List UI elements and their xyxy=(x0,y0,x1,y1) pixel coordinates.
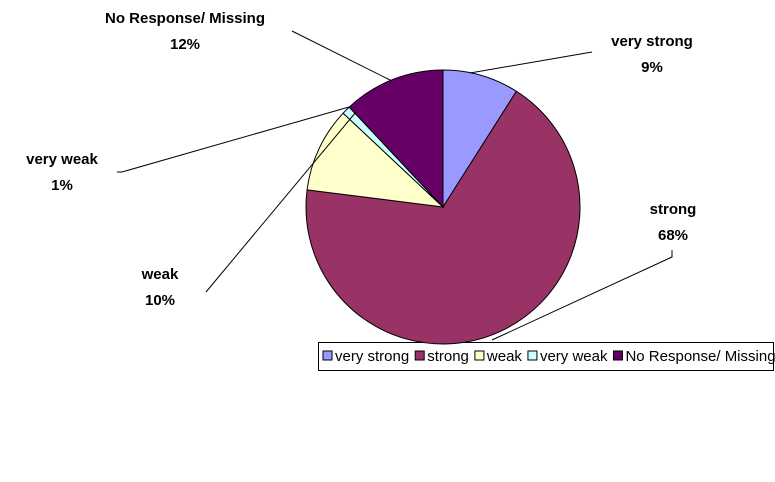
leader-line xyxy=(469,51,593,74)
slice-value-label: 12% xyxy=(170,36,200,53)
legend-label: No Response/ Missing xyxy=(625,348,775,365)
legend-label: very strong xyxy=(335,348,409,365)
pie-slice xyxy=(306,112,445,208)
legend-swatch xyxy=(474,350,485,361)
slice-label: very strong xyxy=(611,33,693,50)
slice-label: strong xyxy=(650,201,697,218)
leader-line xyxy=(117,106,350,173)
slice-value-label: 1% xyxy=(51,177,73,194)
slice-label: No Response/ Missing xyxy=(105,10,265,27)
legend-label: strong xyxy=(427,348,469,365)
slice-label: very weak xyxy=(26,151,98,168)
legend-label: very weak xyxy=(540,348,608,365)
leader-line xyxy=(491,250,673,341)
legend-swatch xyxy=(527,350,538,361)
pie-slice xyxy=(305,90,581,345)
legend-label: weak xyxy=(486,348,523,365)
slice-value-label: 10% xyxy=(145,292,175,309)
slice-value-label: 9% xyxy=(641,59,663,76)
legend-swatch xyxy=(612,350,623,361)
leader-line xyxy=(205,111,357,293)
pie-slice xyxy=(348,69,444,209)
slice-label: weak xyxy=(141,266,179,283)
legend-swatch xyxy=(414,350,425,361)
legend-swatch xyxy=(322,350,333,361)
legend-box xyxy=(318,342,774,371)
slice-value-label: 68% xyxy=(658,227,688,244)
leader-line xyxy=(291,30,393,82)
